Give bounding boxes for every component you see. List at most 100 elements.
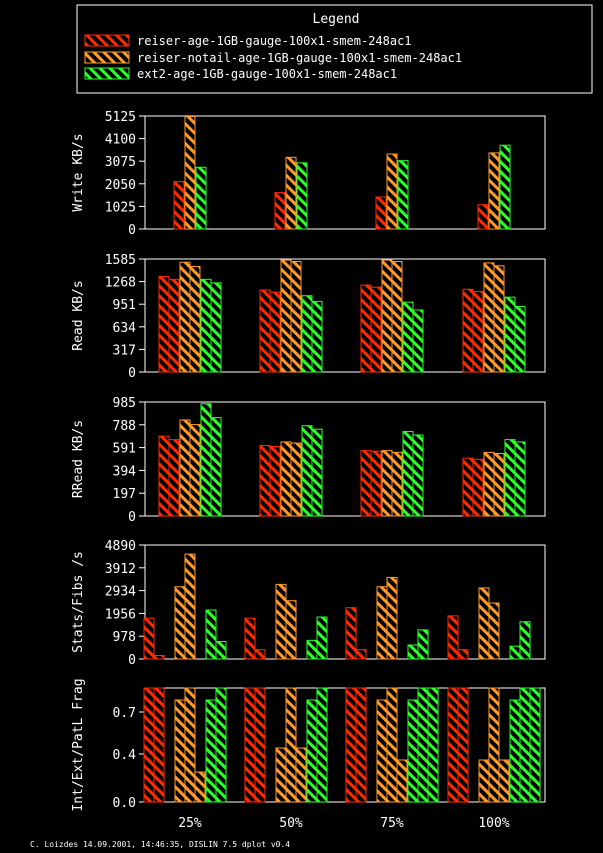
bar <box>301 425 313 517</box>
bar <box>397 160 409 230</box>
bar <box>472 458 484 517</box>
y-tick-label: 4890 <box>105 539 136 554</box>
y-tick-label: 634 <box>113 321 137 336</box>
bar <box>360 450 372 517</box>
bar <box>483 262 495 373</box>
bar <box>519 687 531 803</box>
bar <box>396 759 408 803</box>
bar <box>447 687 459 803</box>
bar <box>168 278 180 373</box>
bar <box>179 261 191 373</box>
chart-panel-4: 0 978 1956 2934 3912 4890 Stats/Fibs /s <box>71 539 546 668</box>
bar <box>345 687 357 803</box>
y-tick-label: 0.4 <box>113 748 137 763</box>
y-tick-label: 0.0 <box>113 796 136 811</box>
y-tick-label: 1025 <box>105 200 136 215</box>
bar <box>407 644 419 660</box>
bar <box>447 615 459 660</box>
y-tick-label: 788 <box>113 419 136 434</box>
bar <box>189 265 201 373</box>
bar <box>195 166 207 230</box>
bar <box>509 645 521 660</box>
bar <box>376 586 388 660</box>
bar <box>370 450 382 517</box>
y-axis-title: RRead KB/s <box>71 420 86 498</box>
bar <box>376 699 388 803</box>
chart-panel-3: 0 197 394 591 788 985 RRead KB/s <box>71 396 546 525</box>
bar <box>509 699 521 803</box>
bar <box>184 553 196 660</box>
bar <box>311 300 323 373</box>
plot-frame <box>144 544 546 660</box>
y-tick-label: 0 <box>128 510 136 525</box>
bar <box>205 609 217 660</box>
bar <box>158 435 170 517</box>
plot-frame <box>144 258 546 373</box>
y-axis-title: Stats/Fibs /s <box>71 551 86 653</box>
bar <box>375 196 387 230</box>
bar <box>427 687 439 803</box>
legend-label-reiser: reiser-age-1GB-gauge-100x1-smem-248ac1 <box>137 34 412 48</box>
x-tick-label: 25% <box>178 816 202 831</box>
bar <box>210 417 222 517</box>
y-tick-label: 2934 <box>105 585 136 600</box>
legend-box <box>76 4 593 94</box>
bar <box>355 687 367 803</box>
bar <box>370 286 382 373</box>
bar <box>391 451 403 517</box>
legend-swatch-reiser <box>84 34 130 47</box>
bar <box>168 439 180 517</box>
bar <box>477 204 489 230</box>
bar <box>280 441 292 517</box>
bar <box>386 576 398 660</box>
bar <box>254 687 266 803</box>
bar <box>488 152 500 230</box>
bar <box>504 439 516 517</box>
bar <box>355 649 367 660</box>
plot-frame <box>144 115 546 230</box>
bar <box>285 600 297 660</box>
bar <box>215 687 227 803</box>
bar <box>417 629 429 660</box>
bar <box>174 586 186 660</box>
y-tick-label: 0 <box>128 653 136 668</box>
chart-panel-2: 0 317 634 951 1268 1585 Read KB/s <box>71 253 546 381</box>
bar <box>153 687 165 803</box>
y-tick-label: 591 <box>113 442 136 457</box>
y-tick-label: 0 <box>128 223 136 238</box>
bar <box>296 162 308 230</box>
bar <box>143 687 155 803</box>
bar <box>498 759 510 803</box>
bar <box>457 649 469 660</box>
bar <box>254 649 266 660</box>
bar <box>285 156 297 230</box>
y-axis-title: Write KB/s <box>71 133 86 211</box>
bar <box>381 259 393 373</box>
y-tick-label: 951 <box>113 298 136 313</box>
bar <box>402 301 414 373</box>
bar <box>200 278 212 373</box>
bar <box>311 428 323 517</box>
bar <box>259 444 271 517</box>
footer-credit: C. Loizdes 14.09.2001, 14:46:35, DISLIN … <box>30 840 290 849</box>
legend-label-reiser-notail: reiser-notail-age-1GB-gauge-100x1-smem-2… <box>137 51 462 65</box>
bar <box>158 275 170 373</box>
bar <box>194 771 206 803</box>
bar <box>173 181 185 230</box>
bar <box>514 305 526 373</box>
bar <box>499 144 511 230</box>
bar <box>402 431 414 517</box>
bar <box>285 687 297 803</box>
y-tick-label: 317 <box>113 343 136 358</box>
y-axis-title: Read KB/s <box>71 280 86 350</box>
bar <box>153 655 165 660</box>
legend-swatch-reiser-notail <box>84 51 130 64</box>
y-tick-label: 985 <box>113 396 136 411</box>
bar <box>457 687 469 803</box>
y-tick-label: 3075 <box>105 155 136 170</box>
bar <box>381 450 393 517</box>
bar <box>529 687 541 803</box>
legend-title: Legend <box>313 12 360 27</box>
bar <box>417 687 429 803</box>
bar <box>316 616 328 660</box>
